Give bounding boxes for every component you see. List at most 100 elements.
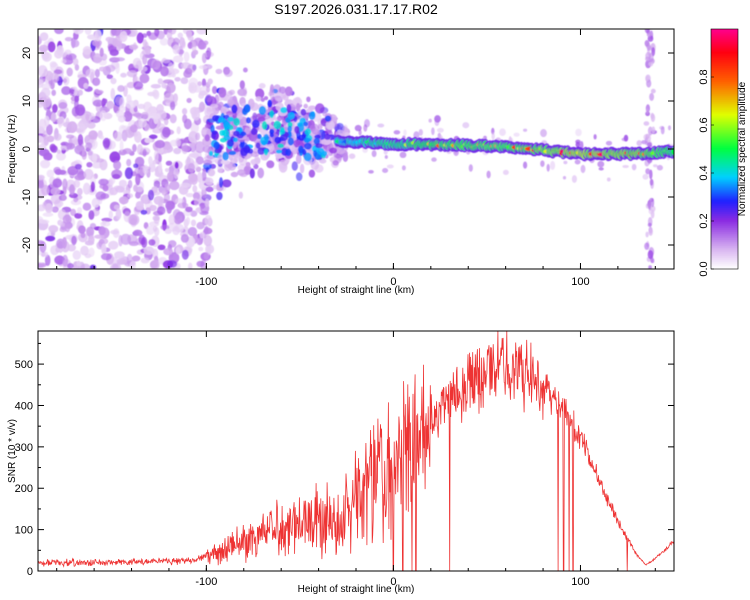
heatmap-cell [85,142,93,150]
heatmap-cell [42,201,47,209]
heatmap-cell [645,108,649,114]
heatmap-cell [101,243,107,255]
heatmap-cell [105,36,114,42]
heatmap-cell [308,111,316,120]
heatmap-cell [237,88,247,97]
heatmap-cell [140,257,150,264]
heatmap-cell [550,160,556,170]
heatmap-cell [188,152,199,158]
heatmap-cell [75,104,86,117]
heatmap-cell [163,118,169,126]
heatmap-cell [66,67,73,77]
heatmap-cell [185,193,194,198]
colorbar-band [711,111,738,114]
heatmap-cell [127,179,133,189]
heatmap-cell [315,143,323,149]
heatmap-cell [110,77,117,85]
heatmap-cell [118,234,123,247]
heatmap-cell [61,193,66,201]
heatmap-cell [51,206,59,213]
heatmap-cell [304,128,312,136]
heatmap-cell [38,79,44,85]
colorbar-band [711,109,738,112]
heatmap-cell [181,145,191,152]
heatmap-cell [100,221,111,227]
heatmap-cell [522,161,528,169]
heatmap-cell [143,246,154,255]
heatmap-cell [111,29,122,37]
heatmap-cell [173,37,180,46]
heatmap-cell [220,159,231,165]
heatmap-cell [300,108,307,116]
heatmap-cell [166,202,172,214]
heatmap-cell [645,168,651,175]
colorbar-band [711,265,738,268]
heatmap-cell [181,249,189,260]
heatmap-cell [62,214,72,225]
heatmap-cell [393,130,401,135]
heatmap-cell [120,233,132,245]
heatmap-cell [656,164,663,171]
heatmap-cell [644,39,650,47]
heatmap-cell [86,161,93,168]
heatmap-cell [150,84,162,89]
heatmap-cell [621,137,628,142]
heatmap-cell [205,86,211,93]
heatmap-cell [98,226,106,236]
heatmap-cell [239,131,247,137]
heatmap-cell [206,243,212,256]
heatmap-cell [644,242,650,250]
heatmap-cell [563,160,568,165]
heatmap-cell [121,125,130,130]
heatmap-cell [53,133,62,141]
heatmap-cell [113,131,123,142]
heatmap-cell [187,262,193,269]
heatmap-cell [105,64,116,73]
heatmap-cell [71,235,77,246]
heatmap-cell [132,229,143,237]
colorbar-band [711,33,738,36]
colorbar-band [711,129,738,132]
heatmap-cell [164,183,171,193]
heatmap-cell [303,152,312,162]
heatmap-cell [116,258,128,265]
heatmap-cell [317,147,325,155]
heatmap-cell [88,130,98,140]
heatmap-cell [201,169,207,182]
x-tick-label: 0 [390,276,396,288]
heatmap-marks [38,29,674,269]
colorbar-band [711,157,738,160]
colorbar-band [711,169,738,172]
heatmap-cell [172,93,179,103]
heatmap-cell [401,165,406,171]
colorbar-tick-label: 0.4 [698,165,710,180]
colorbar-band [711,219,738,222]
heatmap-cell [129,124,138,133]
heatmap-cell [150,113,161,120]
colorbar-band [711,43,738,46]
heatmap-cell [418,129,423,136]
heatmap-cell [287,137,294,146]
heatmap-cell [218,117,226,123]
heatmap-cell [154,140,166,149]
colorbar-band [711,163,738,166]
heatmap-cell [650,113,656,123]
heatmap-cell [286,104,292,113]
heatmap-cell [149,259,160,269]
heatmap-cell [139,73,150,84]
colorbar-band [711,221,738,224]
heatmap-cell [168,180,180,191]
heatmap-cell [133,163,139,169]
heatmap-cell [49,143,57,152]
heatmap-cell [243,144,251,154]
heatmap-cell [157,244,166,251]
heatmap-cell [52,178,63,188]
colorbar-band [711,239,738,242]
colorbar-band [711,207,738,210]
heatmap-cell [598,167,604,171]
heatmap-cell [371,150,377,158]
heatmap-cell [436,127,444,133]
heatmap-cell [38,180,45,189]
heatmap-cell [136,143,143,156]
